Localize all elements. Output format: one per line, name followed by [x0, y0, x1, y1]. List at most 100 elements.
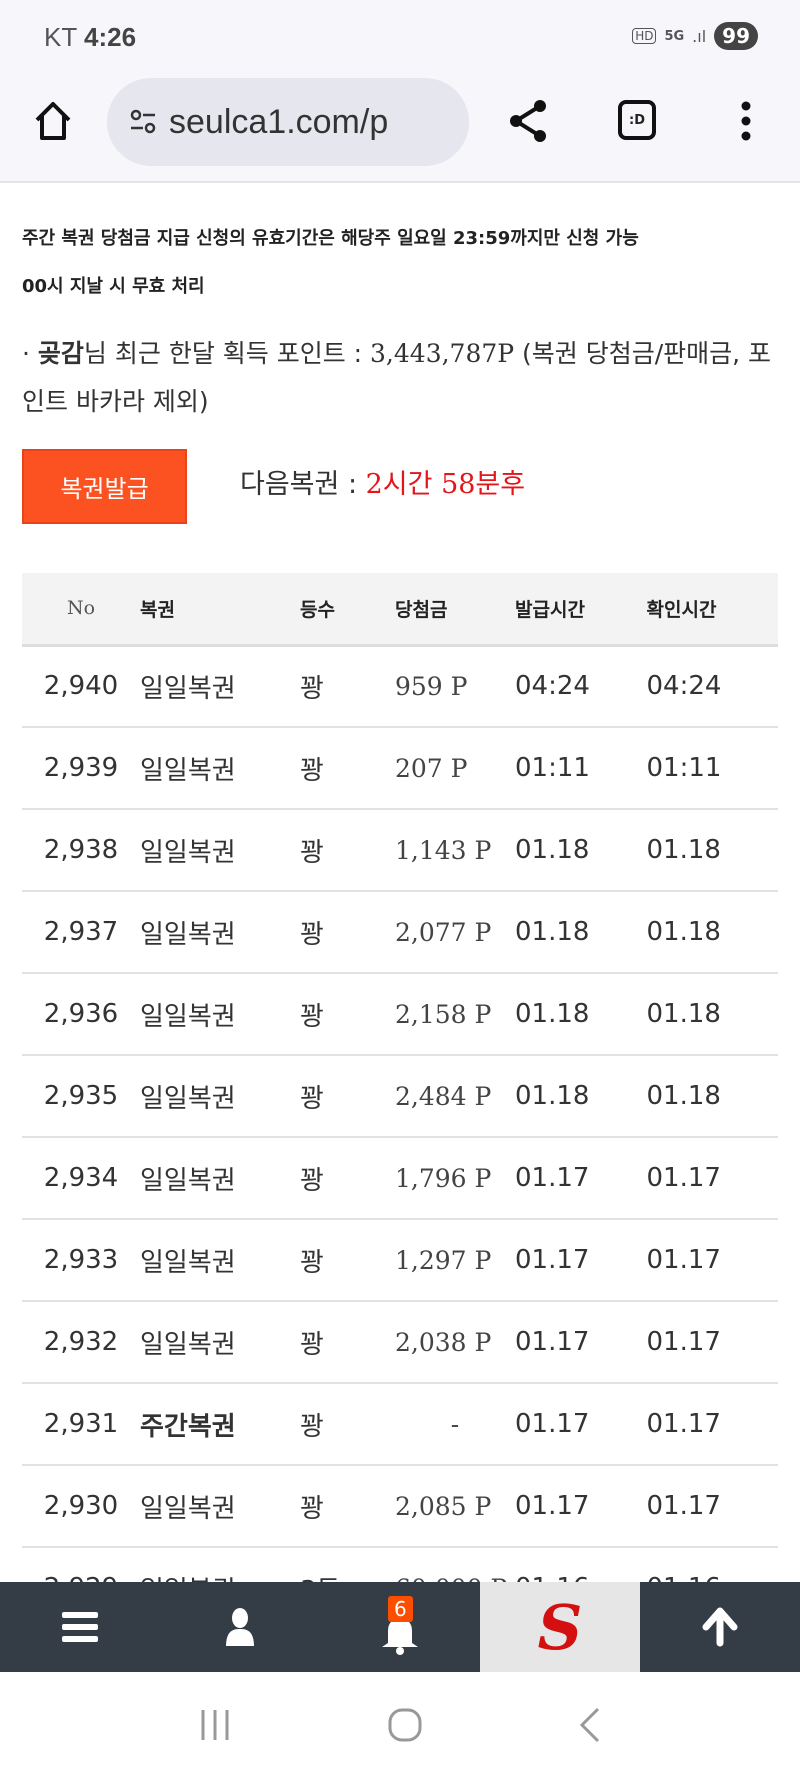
table-row: 2,931 주간복권 꽝 -01.17 01.17 [22, 1383, 778, 1466]
header-rank: 등수 [300, 573, 395, 647]
cell-type: 주간복권 [140, 1383, 300, 1466]
share-icon[interactable] [500, 93, 556, 149]
table-row: 2,932 일일복권 꽝 2,038 P 01.17 01.17 [22, 1301, 778, 1384]
recent-apps-icon[interactable] [198, 1708, 232, 1742]
cell-prize: 1,297 P [395, 1219, 515, 1302]
cell-no: 2,936 [22, 973, 140, 1056]
cell-no: 2,937 [22, 891, 140, 974]
table-row: 2,938 일일복권 꽝 1,143 P 01.18 01.18 [22, 809, 778, 892]
cell-type: 일일복권 [140, 1301, 300, 1384]
cell-type: 일일복권 [140, 1219, 300, 1302]
table-row: 2,939 일일복권 꽝 207 P 01:11 01:11 [22, 727, 778, 810]
tab-switcher-icon[interactable]: :D [612, 95, 662, 145]
notifications-button[interactable]: 6 [320, 1582, 480, 1672]
cell-prize: 1,796 P [395, 1137, 515, 1220]
cell-checked-time: 01.17 [646, 1137, 778, 1220]
status-bar: KT 4:26 HD 5G .ıl 99 [0, 0, 800, 75]
back-icon[interactable] [578, 1707, 602, 1743]
url-text: seulca1.com/p [169, 102, 389, 141]
cell-prize: 2,038 P [395, 1301, 515, 1384]
weekly-lottery-notice: 주간 복권 당첨금 지급 신청의 유효기간은 해당주 일요일 23:59까지만 … [22, 228, 639, 297]
cell-rank: 꽝 [300, 1055, 395, 1138]
header-prize: 당첨금 [395, 573, 515, 647]
table-row: 2,933 일일복권 꽝 1,297 P 01.17 01.17 [22, 1219, 778, 1302]
cell-type: 일일복권 [140, 973, 300, 1056]
table-row: 2,937 일일복권 꽝 2,077 P 01.18 01.18 [22, 891, 778, 974]
cell-no: 2,933 [22, 1219, 140, 1302]
profile-button[interactable] [160, 1582, 320, 1672]
cell-type: 일일복권 [140, 1137, 300, 1220]
cell-checked-time: 01.17 [646, 1219, 778, 1302]
cell-no: 2,939 [22, 727, 140, 810]
cell-prize: 959 P [395, 645, 515, 728]
cell-checked-time: 04:24 [646, 645, 778, 728]
header-checked-time: 확인시간 [646, 573, 778, 647]
cell-checked-time: 01:11 [646, 727, 778, 810]
cell-type: 일일복권 [140, 809, 300, 892]
battery-icon: 99 [714, 22, 758, 50]
cell-issued-time: 01.17 [515, 1383, 647, 1466]
signal-icon: .ıl [692, 26, 707, 46]
cell-checked-time: 01.18 [646, 809, 778, 892]
cell-rank: 꽝 [300, 1137, 395, 1220]
arrow-up-icon [702, 1607, 738, 1647]
cell-checked-time: 01.18 [646, 973, 778, 1056]
address-bar[interactable]: seulca1.com/p [107, 78, 469, 166]
cell-checked-time: 01.17 [646, 1383, 778, 1466]
cell-type: 일일복권 [140, 891, 300, 974]
cell-no: 2,932 [22, 1301, 140, 1384]
table-row: 2,936 일일복권 꽝 2,158 P 01.18 01.18 [22, 973, 778, 1056]
cell-rank: 꽝 [300, 809, 395, 892]
site-settings-icon[interactable] [129, 109, 157, 135]
cell-checked-time: 01.18 [646, 891, 778, 974]
cell-prize: 1,143 P [395, 809, 515, 892]
site-logo-button[interactable]: S [480, 1582, 640, 1672]
header-no: No [22, 573, 140, 647]
monthly-points-summary: · 곶감님 최근 한달 획득 포인트 : 3,443,787P (복권 당첨금/… [22, 339, 772, 416]
menu-button[interactable] [0, 1582, 160, 1672]
username: 곶감 [37, 339, 84, 368]
header-issued-time: 발급시간 [515, 573, 647, 647]
cell-type: 일일복권 [140, 645, 300, 728]
cell-issued-time: 01:11 [515, 727, 647, 810]
carrier-time: KT 4:26 [44, 22, 137, 52]
issue-lottery-button[interactable]: 복권발급 [22, 449, 187, 524]
cell-prize: 207 P [395, 727, 515, 810]
cell-rank: 꽝 [300, 727, 395, 810]
cell-issued-time: 01.17 [515, 1137, 647, 1220]
cell-type: 일일복권 [140, 727, 300, 810]
system-nav-bar [0, 1672, 800, 1778]
home-nav-icon[interactable] [387, 1707, 423, 1743]
more-menu-icon[interactable] [726, 93, 766, 149]
network-icon: 5G [664, 28, 685, 44]
next-lottery-timer: 다음복권 : 2시간 58분후 [240, 469, 526, 500]
cell-prize: 2,085 P [395, 1465, 515, 1548]
bottom-nav: 6 S [0, 1582, 800, 1672]
cell-rank: 꽝 [300, 1465, 395, 1548]
cell-checked-time: 01.18 [646, 1055, 778, 1138]
cell-issued-time: 01.18 [515, 1055, 647, 1138]
user-icon [226, 1608, 254, 1646]
notification-badge: 6 [388, 1596, 413, 1622]
cell-no: 2,940 [22, 645, 140, 728]
home-icon[interactable] [28, 93, 78, 149]
scroll-top-button[interactable] [640, 1582, 800, 1672]
cell-prize: 2,158 P [395, 973, 515, 1056]
cell-prize: - [395, 1383, 515, 1466]
cell-checked-time: 01.17 [646, 1301, 778, 1384]
cell-issued-time: 01.18 [515, 891, 647, 974]
cell-no: 2,930 [22, 1465, 140, 1548]
table-row: 2,940 일일복권 꽝 959 P 04:24 04:24 [22, 645, 778, 728]
cell-issued-time: 01.18 [515, 809, 647, 892]
cell-no: 2,938 [22, 809, 140, 892]
cell-rank: 꽝 [300, 645, 395, 728]
cell-rank: 꽝 [300, 973, 395, 1056]
cell-rank: 꽝 [300, 891, 395, 974]
cell-no: 2,934 [22, 1137, 140, 1220]
clock: 4:26 [84, 22, 137, 52]
header-type: 복권 [140, 573, 300, 647]
cell-no: 2,931 [22, 1383, 140, 1466]
cell-checked-time: 01.17 [646, 1465, 778, 1548]
cell-prize: 2,484 P [395, 1055, 515, 1138]
cell-issued-time: 01.17 [515, 1301, 647, 1384]
